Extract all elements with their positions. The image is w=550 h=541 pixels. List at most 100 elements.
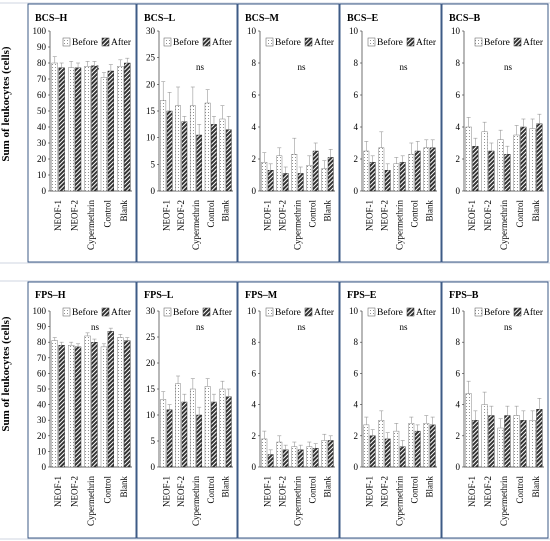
bar-before bbox=[261, 438, 268, 468]
category-label: NEOF-1 bbox=[263, 476, 273, 507]
bar-before bbox=[261, 161, 268, 192]
legend-swatch-before bbox=[474, 37, 483, 47]
bar-before bbox=[51, 62, 58, 192]
y-tick-label: 2 bbox=[456, 431, 461, 441]
y-tick-label: 6 bbox=[252, 368, 257, 378]
category-label: NEOF-1 bbox=[365, 476, 375, 507]
bar-after bbox=[429, 424, 436, 468]
bar-before bbox=[378, 420, 385, 468]
legend-label-before: Before bbox=[275, 37, 301, 48]
bar-after bbox=[488, 150, 495, 192]
category-label: Control bbox=[206, 476, 216, 504]
panel-title: FPS–B bbox=[449, 290, 479, 301]
legend-label-before: Before bbox=[377, 37, 403, 48]
y-tick-label: 6 bbox=[354, 90, 359, 100]
y-tick-label: 70 bbox=[37, 353, 47, 363]
y-tick-label: 0 bbox=[456, 186, 461, 196]
category-label: Cypermethrin bbox=[499, 200, 509, 250]
y-tick-label: 4 bbox=[456, 122, 461, 132]
legend-swatch-after bbox=[304, 307, 313, 317]
y-tick-label: 6 bbox=[252, 90, 257, 100]
y-tick-label: 0 bbox=[252, 186, 257, 196]
bar-after bbox=[196, 414, 203, 468]
panel-frame bbox=[237, 281, 340, 539]
category-label: NEOF-2 bbox=[278, 476, 288, 507]
bar-after bbox=[399, 446, 406, 468]
category-label: NEOF-2 bbox=[278, 200, 288, 231]
category-label: NEOF-1 bbox=[263, 200, 273, 231]
category-label: Cypermethrin bbox=[191, 200, 201, 250]
legend-swatch-before bbox=[367, 37, 376, 47]
bar-after bbox=[297, 449, 304, 468]
bar-after bbox=[536, 123, 543, 192]
bar-before bbox=[160, 100, 167, 192]
y-tick-label: 8 bbox=[456, 337, 461, 347]
y-tick-label: 0 bbox=[252, 462, 257, 472]
category-label: Blank bbox=[119, 200, 129, 222]
y-tick-label: 100 bbox=[33, 26, 47, 36]
bar-before bbox=[117, 337, 124, 468]
y-tick-label: 80 bbox=[37, 337, 47, 347]
bar-after bbox=[384, 438, 391, 468]
y-tick-label: 8 bbox=[252, 337, 257, 347]
legend-label-after: After bbox=[416, 37, 437, 48]
panel-frame bbox=[339, 281, 442, 539]
y-tick-label: 5 bbox=[151, 436, 156, 446]
bar-after bbox=[225, 129, 232, 192]
panel-title: BCS–B bbox=[449, 13, 480, 24]
category-label: Cypermethrin bbox=[499, 476, 509, 526]
legend-swatch-after bbox=[513, 307, 522, 317]
bar-after bbox=[181, 401, 188, 468]
chart-panels: 0102030405060708090100BCS–HBeforeAfterns… bbox=[27, 3, 549, 539]
bar-before bbox=[276, 441, 283, 468]
y-tick-label: 2 bbox=[252, 431, 257, 441]
bar-before bbox=[306, 446, 313, 468]
bar-before bbox=[393, 430, 400, 468]
bar-before bbox=[321, 440, 328, 468]
bar-before bbox=[291, 153, 298, 192]
y-tick-label: 20 bbox=[37, 431, 47, 441]
legend-swatch-before bbox=[367, 307, 376, 317]
y-tick-label: 4 bbox=[354, 400, 359, 410]
y-tick-label: 8 bbox=[252, 58, 257, 68]
significance-label: ns bbox=[399, 62, 408, 72]
y-tick-label: 10 bbox=[451, 26, 461, 36]
y-tick-label: 20 bbox=[146, 79, 156, 89]
bar-after bbox=[211, 401, 217, 468]
category-label: NEOF-1 bbox=[365, 200, 375, 231]
legend-label-after: After bbox=[314, 307, 335, 318]
legend-swatch-before bbox=[62, 307, 71, 317]
y-tick-label: 2 bbox=[252, 154, 257, 164]
panel-title: BCS–H bbox=[35, 13, 67, 24]
bar-before bbox=[100, 346, 108, 468]
bar-after bbox=[297, 173, 304, 192]
bar-before bbox=[204, 386, 211, 468]
y-tick-label: 8 bbox=[354, 337, 359, 347]
bar-before bbox=[84, 65, 91, 192]
panel-frame bbox=[339, 3, 442, 263]
chart-panel-4: 0 2 4 6 8 10 BCS–B Before After ns NEOF-1 NEOF-2 Cyp… bbox=[441, 3, 549, 263]
legend-label-before: Before bbox=[173, 37, 199, 48]
significance-label: ns bbox=[504, 322, 513, 332]
category-label: Blank bbox=[425, 200, 435, 222]
y-tick-label: 15 bbox=[146, 384, 156, 394]
bar-before bbox=[423, 423, 430, 468]
bar-before bbox=[291, 446, 298, 468]
category-label: Blank bbox=[119, 476, 129, 498]
bar-before bbox=[363, 424, 370, 468]
legend-label-after: After bbox=[416, 307, 437, 318]
legend-swatch-before bbox=[163, 37, 172, 47]
bar-before bbox=[408, 153, 415, 192]
bar-after bbox=[107, 331, 115, 468]
category-label: Control bbox=[515, 200, 525, 228]
bar-before bbox=[513, 415, 520, 468]
legend-label-after: After bbox=[314, 37, 335, 48]
y-tick-label: 0 bbox=[42, 462, 47, 472]
category-label: NEOF-1 bbox=[467, 200, 477, 231]
significance-label: ns bbox=[297, 322, 306, 332]
panel-frame bbox=[136, 3, 238, 263]
bar-before bbox=[321, 168, 328, 192]
bar-after bbox=[267, 169, 274, 192]
